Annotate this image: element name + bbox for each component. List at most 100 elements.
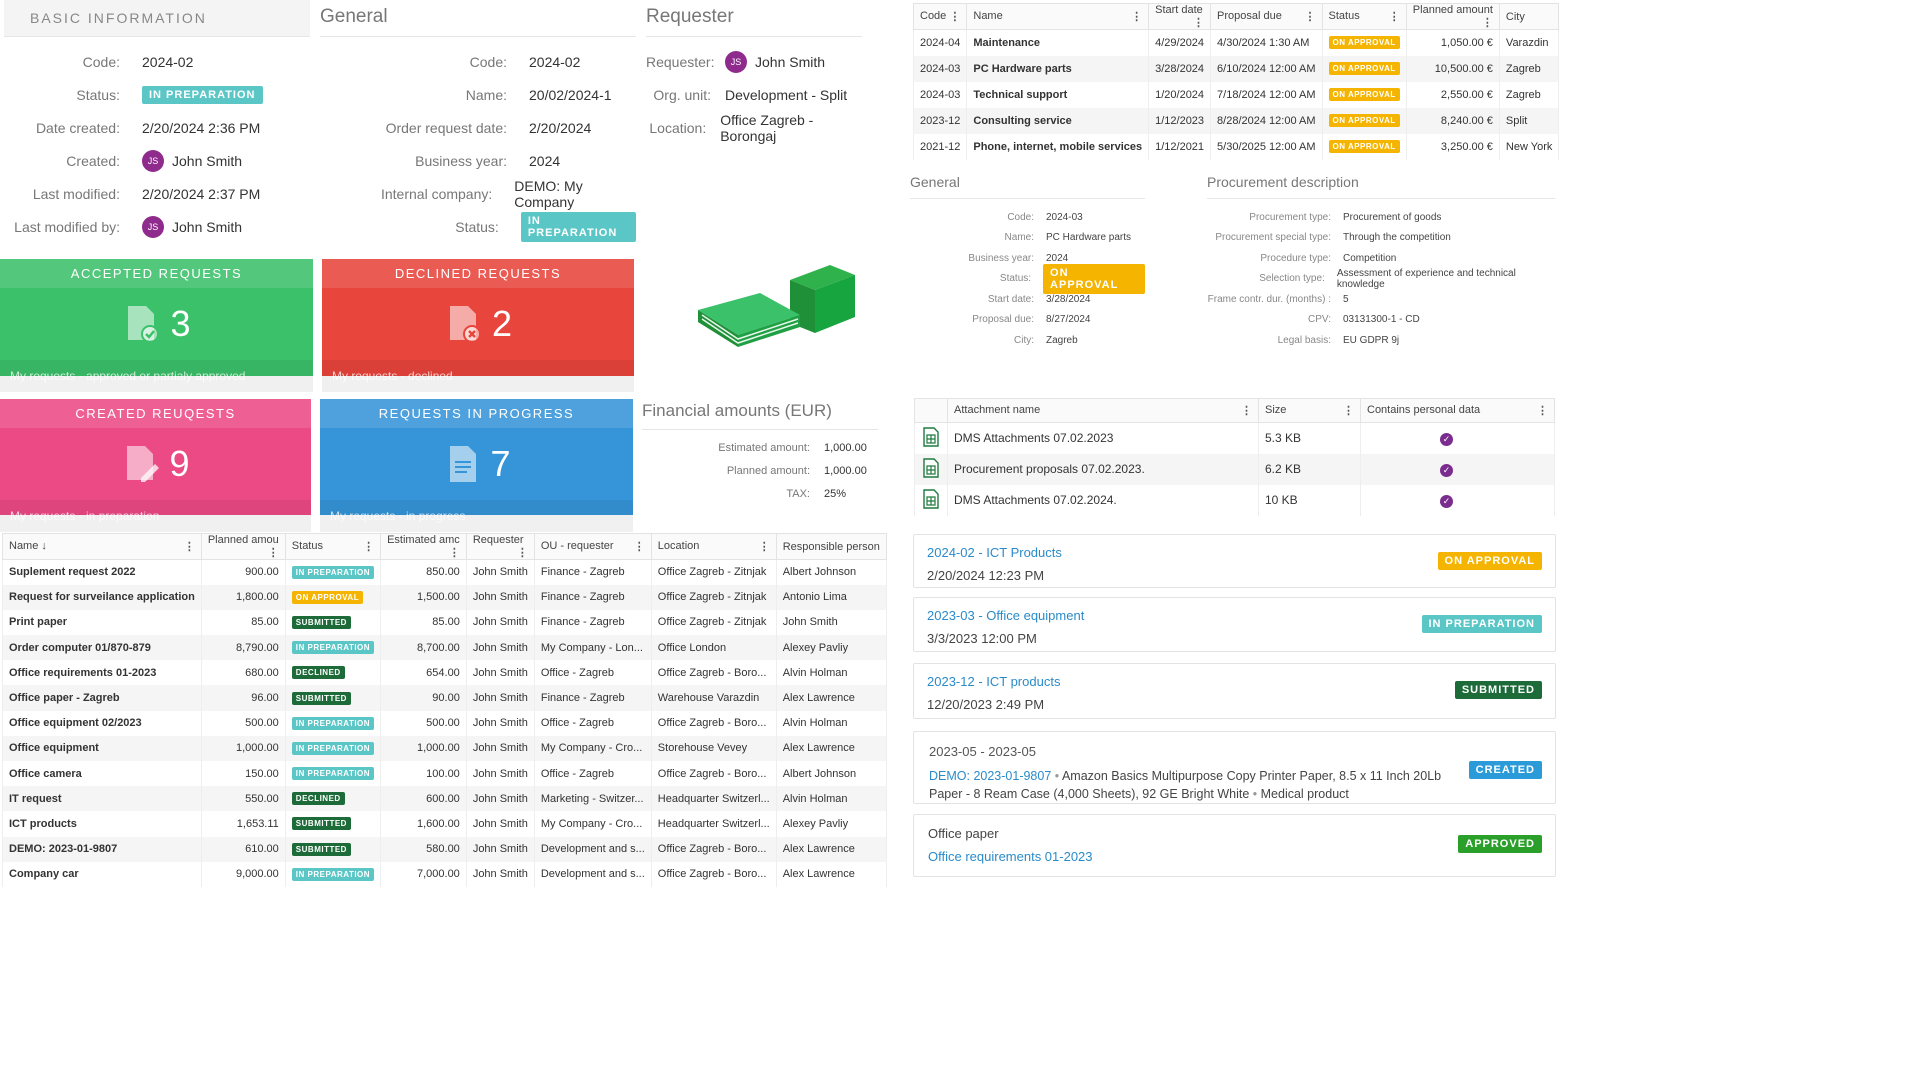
spreadsheet-file-icon[interactable] bbox=[923, 489, 939, 509]
column-menu-icon[interactable]: ⋮ bbox=[363, 540, 374, 553]
column-menu-icon[interactable]: ⋮ bbox=[759, 540, 770, 553]
column-header-responsible-person[interactable]: Responsible person bbox=[776, 534, 886, 560]
status-badge: IN PREPARATION bbox=[142, 86, 263, 104]
table-row[interactable]: Office camera 150.00 IN PREPARATION 100.00 J… bbox=[3, 761, 887, 786]
basic-date-created-row: Date created: 2/20/2024 2:36 PM bbox=[4, 111, 310, 144]
table-row[interactable]: 2024-03 Technical support 1/20/2024 7/18/20… bbox=[914, 82, 1559, 108]
column-menu-icon[interactable]: ⋮ bbox=[1131, 10, 1142, 23]
column-header-ou-requester[interactable]: OU - requester ⋮ bbox=[534, 534, 651, 560]
table-row[interactable]: Request for surveilance application 1,800… bbox=[3, 585, 887, 610]
tile-created-requests[interactable]: CREATED REUQESTS 9 My requests - in prep… bbox=[0, 399, 311, 515]
column-header-estimated-amc[interactable]: Estimated amc ⋮ bbox=[381, 534, 467, 560]
request-link[interactable]: 2024-02 - ICT Products bbox=[927, 545, 1062, 560]
org-unit-link[interactable]: Development - Split bbox=[725, 87, 847, 103]
table-row[interactable]: Suplement request 2022 900.00 IN PREPARATI… bbox=[3, 560, 887, 585]
procurement-row: Procedure type: Competition bbox=[1207, 248, 1555, 269]
request-card-2023-05[interactable]: 2023-05 - 2023-05 DEMO: 2023-01-9807 • A… bbox=[913, 731, 1556, 804]
status-badge: SUBMITTED bbox=[292, 616, 351, 629]
column-menu-icon[interactable]: ⋮ bbox=[949, 10, 960, 23]
column-menu-icon[interactable]: ⋮ bbox=[1305, 10, 1316, 23]
status-badge: SUBMITTED bbox=[292, 692, 351, 705]
procurement-row: Legal basis: EU GDPR 9j bbox=[1207, 330, 1555, 351]
accepted-count: 3 bbox=[170, 303, 190, 345]
check-circle-icon: ✓ bbox=[1440, 433, 1453, 446]
table-row[interactable]: 2021-12 Phone, internet, mobile services 1… bbox=[914, 134, 1559, 160]
table-row[interactable]: Print paper 85.00 SUBMITTED 85.00 John Smith… bbox=[3, 610, 887, 635]
spreadsheet-file-icon[interactable] bbox=[923, 458, 939, 478]
table-row[interactable]: IT request 550.00 DECLINED 600.00 John Smith… bbox=[3, 786, 887, 811]
table-row[interactable]: Company car 9,000.00 IN PREPARATION 7,000.0… bbox=[3, 862, 887, 887]
column-menu-icon[interactable]: ⋮ bbox=[449, 546, 460, 559]
attachment-row[interactable]: DMS Attachments 07.02.2023 5.3 KB ✓ bbox=[915, 423, 1555, 454]
column-header-status[interactable]: Status ⋮ bbox=[285, 534, 380, 560]
column-menu-icon[interactable]: ⋮ bbox=[1482, 16, 1493, 29]
column-header-planned-amount[interactable]: Planned amount ⋮ bbox=[1406, 4, 1499, 30]
request-card[interactable]: 2023-03 - Office equipment 3/3/2023 12:00… bbox=[913, 597, 1556, 652]
tile-accepted-requests[interactable]: ACCEPTED REQUESTS 3 My requests - approv… bbox=[0, 259, 313, 376]
column-header-start-date[interactable]: Start date ⋮ bbox=[1149, 4, 1211, 30]
table-row[interactable]: Office requirements 01-2023 680.00 DECLINE… bbox=[3, 660, 887, 685]
table-row[interactable]: Office equipment 02/2023 500.00 IN PREPARA… bbox=[3, 711, 887, 736]
detail_general-row: Code: 2024-03 bbox=[910, 207, 1145, 228]
spreadsheet-file-icon[interactable] bbox=[923, 427, 939, 447]
status-badge: SUBMITTED bbox=[292, 817, 351, 830]
status-badge: IN PREPARATION bbox=[292, 717, 374, 730]
table-row[interactable]: Office equipment 1,000.00 IN PREPARATION 1,… bbox=[3, 736, 887, 761]
column-header-code[interactable]: Code ⋮ bbox=[914, 4, 967, 30]
column-header-location[interactable]: Location ⋮ bbox=[651, 534, 776, 560]
tile-declined-requests[interactable]: DECLINED REQUESTS 2 My requests - declin… bbox=[322, 259, 634, 376]
status-badge: IN PREPARATION bbox=[292, 742, 374, 755]
column-header-requester[interactable]: Requester ⋮ bbox=[466, 534, 534, 560]
request-link[interactable]: 2023-03 - Office equipment bbox=[927, 608, 1084, 623]
sort-down-icon[interactable]: ↓ bbox=[41, 540, 47, 552]
request-link[interactable]: DEMO: 2023-01-9807 bbox=[929, 769, 1051, 783]
detail_general-row: Proposal due: 8/27/2024 bbox=[910, 310, 1145, 331]
status-badge: ON APPROVAL bbox=[1329, 36, 1400, 49]
requests-grid: Name ↓ ⋮ Planned amou ⋮ Status ⋮ Estimated amc… bbox=[2, 533, 878, 887]
general-panel: General Code: 2024-02 Name: 20/02/2024-1 O… bbox=[322, 0, 636, 243]
column-header-proposal-due[interactable]: Proposal due ⋮ bbox=[1211, 4, 1322, 30]
detail-general-title: General bbox=[910, 168, 1145, 199]
procurement-description-panel: Procurement description Procurement type… bbox=[1207, 168, 1555, 351]
column-menu-icon[interactable]: ⋮ bbox=[634, 540, 645, 553]
column-header-size[interactable]: Size ⋮ bbox=[1259, 399, 1361, 423]
request-card-office-paper[interactable]: Office paper Office requirements 01-2023… bbox=[913, 814, 1556, 877]
request-card[interactable]: 2024-02 - ICT Products 2/20/2024 12:23 PM… bbox=[913, 534, 1556, 588]
column-header-name[interactable]: Name ↓ ⋮ bbox=[3, 534, 202, 560]
status-badge: IN PREPARATION bbox=[292, 566, 374, 579]
request-link[interactable]: Office requirements 01-2023 bbox=[928, 849, 1093, 864]
table-row[interactable]: ICT products 1,653.11 SUBMITTED 1,600.00 Joh… bbox=[3, 811, 887, 836]
column-header-name[interactable]: Name ⋮ bbox=[967, 4, 1149, 30]
basic-created-row: Created: JS John Smith bbox=[4, 144, 310, 177]
column-header-planned-amou[interactable]: Planned amou ⋮ bbox=[201, 534, 285, 560]
attachment-row[interactable]: DMS Attachments 07.02.2024. 10 KB ✓ bbox=[915, 485, 1555, 516]
column-menu-icon[interactable]: ⋮ bbox=[1537, 404, 1548, 417]
table-row[interactable]: Order computer 01/870-879 8,790.00 IN PREP… bbox=[3, 635, 887, 660]
internal-company-link[interactable]: DEMO: My Company bbox=[514, 178, 636, 210]
column-menu-icon[interactable]: ⋮ bbox=[1343, 404, 1354, 417]
basic-information-title: BASIC INFORMATION bbox=[4, 0, 310, 37]
column-header-city[interactable]: City bbox=[1499, 4, 1558, 30]
table-row[interactable]: 2024-03 PC Hardware parts 3/28/2024 6/10/20… bbox=[914, 56, 1559, 82]
table-row[interactable]: 2023-12 Consulting service 1/12/2023 8/28/2… bbox=[914, 108, 1559, 134]
tile-requests-in-progress[interactable]: REQUESTS IN PROGRESS 7 My requests - in … bbox=[320, 399, 633, 515]
column-menu-icon[interactable]: ⋮ bbox=[517, 546, 528, 559]
request-card[interactable]: 2023-12 - ICT products 12/20/2023 2:49 PM… bbox=[913, 663, 1556, 719]
table-row[interactable]: Office paper - Zagreb 96.00 SUBMITTED 90.00… bbox=[3, 685, 887, 710]
attachment-row[interactable]: Procurement proposals 07.02.2023. 6.2 KB ✓ bbox=[915, 454, 1555, 485]
column-menu-icon[interactable]: ⋮ bbox=[1193, 16, 1204, 29]
status-badge: IN PREPARATION bbox=[292, 767, 374, 780]
column-menu-icon[interactable]: ⋮ bbox=[184, 540, 195, 553]
table-row[interactable]: 2024-04 Maintenance 4/29/2024 4/30/2024 1:3… bbox=[914, 30, 1559, 56]
column-menu-icon[interactable]: ⋮ bbox=[1241, 404, 1252, 417]
column-menu-icon[interactable]: ⋮ bbox=[268, 546, 279, 559]
table-row[interactable]: DEMO: 2023-01-9807 610.00 SUBMITTED 580.00 J… bbox=[3, 837, 887, 862]
check-circle-icon: ✓ bbox=[1440, 495, 1453, 508]
column-header-personal-data[interactable]: Contains personal data ⋮ bbox=[1361, 399, 1555, 423]
column-menu-icon[interactable]: ⋮ bbox=[1389, 10, 1400, 23]
status-badge: SUBMITTED bbox=[1455, 681, 1542, 699]
general-title: General bbox=[320, 0, 636, 37]
request-link[interactable]: 2023-12 - ICT products bbox=[927, 674, 1060, 689]
column-header-attachment-name[interactable]: Attachment name ⋮ bbox=[948, 399, 1259, 423]
column-header-status[interactable]: Status ⋮ bbox=[1322, 4, 1406, 30]
